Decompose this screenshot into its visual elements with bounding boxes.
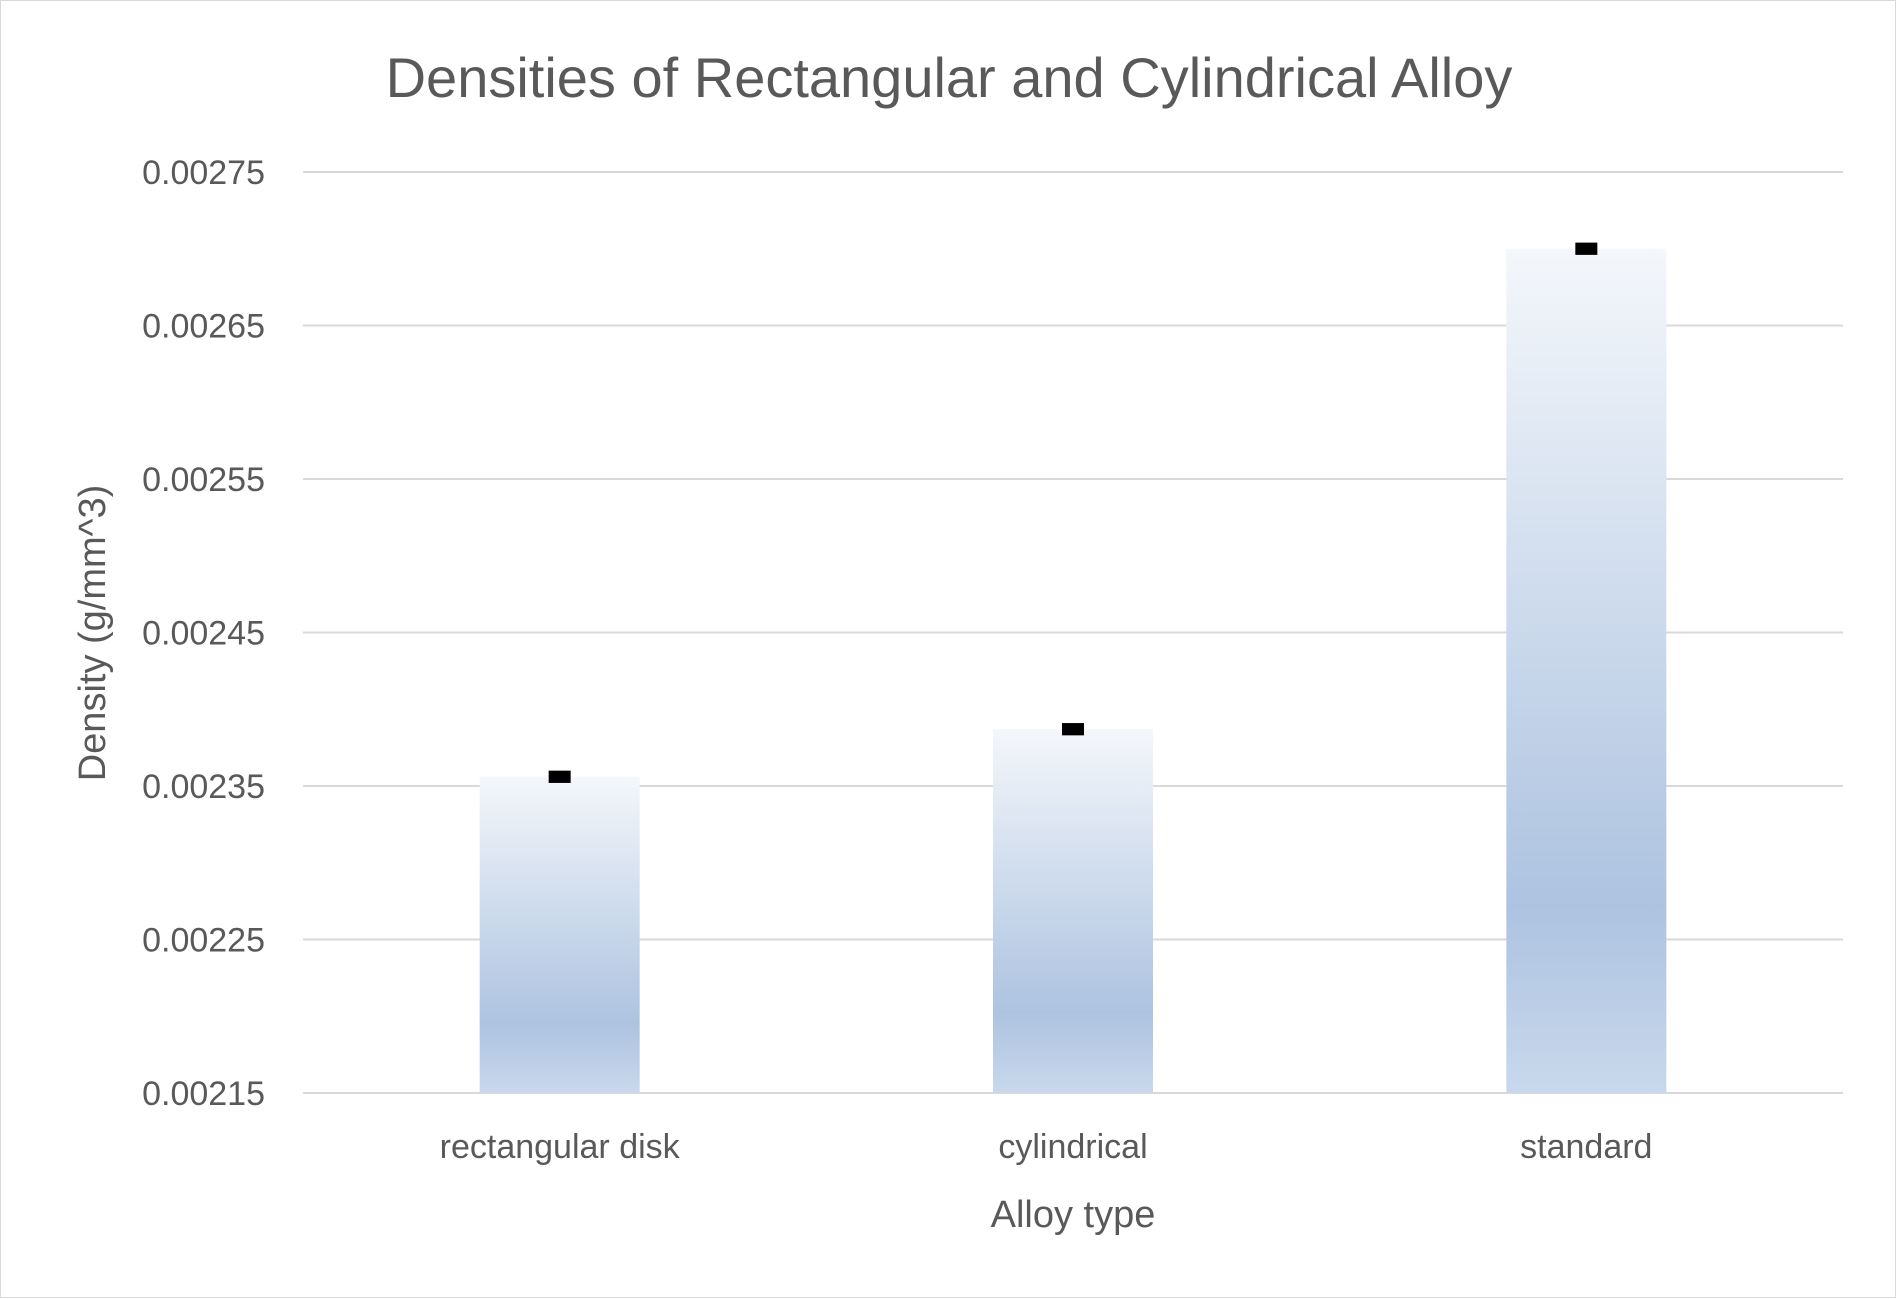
y-tick-label: 0.00255 xyxy=(142,461,265,499)
x-tick-label: rectangular disk xyxy=(440,1128,681,1166)
y-tick-label: 0.00215 xyxy=(142,1075,265,1113)
y-axis-title: Density (g/mm^3) xyxy=(72,485,114,782)
y-tick-label: 0.00245 xyxy=(142,615,265,653)
x-axis-tick-labels: rectangular disk cylindrical standard xyxy=(440,1128,1653,1166)
error-bar-1 xyxy=(548,770,571,783)
y-tick-label: 0.00235 xyxy=(142,768,265,806)
bar-2 xyxy=(993,729,1153,1093)
error-bar-3 xyxy=(1575,242,1598,255)
chart-title: Densities of Rectangular and Cylindrical… xyxy=(386,46,1513,109)
bar-3 xyxy=(1506,248,1667,1093)
error-bar-2 xyxy=(1062,723,1084,736)
y-tick-label: 0.00265 xyxy=(142,308,265,346)
bar-1 xyxy=(479,776,640,1093)
y-tick-label: 0.00275 xyxy=(142,154,265,192)
y-axis-tick-labels: 0.00215 0.00225 0.00235 0.00245 0.00255 0.002… xyxy=(142,154,265,1113)
x-axis-title: Alloy type xyxy=(991,1194,1156,1236)
x-tick-label: standard xyxy=(1520,1128,1652,1166)
bars xyxy=(479,248,1667,1093)
error-bars xyxy=(548,242,1598,783)
x-tick-label: cylindrical xyxy=(998,1128,1147,1166)
y-tick-label: 0.00225 xyxy=(142,922,265,960)
